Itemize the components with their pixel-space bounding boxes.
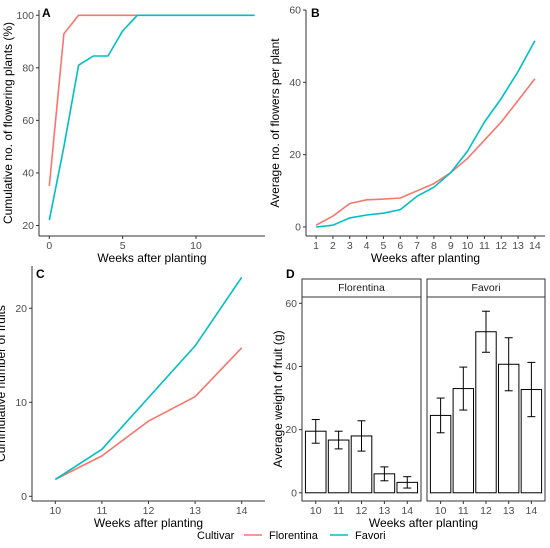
panel-c: 0 10 20 10 11 12 13 14 Weeks after planting Cummu… bbox=[0, 266, 265, 530]
panel-d-y-title: Average weight of fruit (g) bbox=[271, 330, 285, 467]
panel-d-facet-florentina-x-tick-label: 11 bbox=[333, 505, 344, 517]
legend-title: Cultivar bbox=[197, 530, 235, 542]
panel-b-y-title: Average no. of flowers per plant bbox=[268, 38, 282, 208]
panel-b-x-tick-label: 1 bbox=[313, 240, 319, 252]
panel-c-x-tick-label: 12 bbox=[143, 505, 155, 517]
panel-d-facet-favori-x-tick-label: 12 bbox=[480, 505, 492, 517]
panel-c-series-florentina bbox=[54, 347, 243, 481]
panel-c-x-tick-label: 11 bbox=[96, 505, 107, 517]
panel-a-y-tick-label: 20 bbox=[22, 220, 34, 232]
panel-b-x-tick-label: 3 bbox=[347, 240, 353, 252]
legend: Cultivar Florentina Favori bbox=[197, 530, 386, 542]
panel-a-y-tick-label: 40 bbox=[22, 167, 34, 179]
panel-c-x-tick-label: 13 bbox=[189, 505, 201, 517]
panel-d-facet-favori-x-tick-label: 14 bbox=[526, 505, 538, 517]
panel-a-y-tick-label: 80 bbox=[22, 62, 34, 74]
panel-d-facet-florentina-x-tick-label: 12 bbox=[356, 505, 368, 517]
panel-b-x-title: Weeks after planting bbox=[371, 251, 480, 265]
panel-d-facet-favori-bar-12 bbox=[475, 331, 497, 494]
panel-c-y-title: Cummulative number of fruits bbox=[0, 305, 8, 462]
panel-b-x-tick-label: 10 bbox=[462, 240, 474, 252]
panel-d-y-tick-label: 60 bbox=[285, 298, 297, 310]
panel-d-facet-florentina-strip-label: Florentina bbox=[338, 282, 385, 294]
panel-c-y-tick-label: 20 bbox=[15, 303, 27, 315]
panel-b-x-tick-label: 6 bbox=[397, 240, 403, 252]
panel-b-x-tick-label: 11 bbox=[479, 240, 490, 252]
panel-d-facet-florentina-x-tick-label: 14 bbox=[401, 505, 413, 517]
panel-b-series-florentina bbox=[315, 78, 536, 226]
panel-b-letter: B bbox=[311, 6, 320, 20]
panel-a-letter: A bbox=[42, 6, 51, 20]
panel-a-x-title: Weeks after planting bbox=[97, 251, 206, 265]
panel-d-x-title: Weeks after planting bbox=[369, 516, 478, 530]
panel-d-facet-favori-x-tick-label: 13 bbox=[503, 505, 515, 517]
panel-a-x-tick-label: 0 bbox=[46, 240, 52, 252]
panel-d-facet-favori-x-tick-label: 11 bbox=[458, 505, 469, 517]
panel-b-x-tick-label: 14 bbox=[529, 240, 541, 252]
panel-b-y-tick-label: 40 bbox=[289, 77, 301, 89]
panel-b-y-tick-label: 0 bbox=[295, 221, 301, 233]
panel-b-x-tick-label: 5 bbox=[381, 240, 387, 252]
panel-d-facet-favori: Favori 10 11 12 13 14 bbox=[426, 278, 546, 517]
panel-b-y-tick-label: 20 bbox=[289, 149, 301, 161]
panel-d-y-tick-label: 20 bbox=[285, 424, 297, 436]
panel-d-facet-favori-x-tick-label: 10 bbox=[435, 505, 447, 517]
panel-b-x-tick-label: 2 bbox=[330, 240, 336, 252]
panel-c-x-tick-label: 10 bbox=[49, 505, 61, 517]
panel-a-x-tick-label: 10 bbox=[190, 240, 202, 252]
panel-a-y-title: Cumulative no. of flowering plants (%) bbox=[1, 22, 15, 224]
legend-label-favori: Favori bbox=[355, 530, 386, 542]
panel-c-x-tick-label: 14 bbox=[236, 505, 248, 517]
panel-b-x-tick-label: 13 bbox=[512, 240, 524, 252]
panel-c-y-tick-label: 10 bbox=[15, 397, 27, 409]
panel-a-series-favori bbox=[48, 14, 255, 221]
panel-b-x-tick-label: 7 bbox=[414, 240, 420, 252]
panel-c-letter: C bbox=[36, 267, 45, 281]
panel-d: 0 20 40 60 Florentina 10 11 12 13 14 Favori 10 11 12 1… bbox=[271, 267, 546, 530]
panel-d-y-tick-label: 40 bbox=[285, 361, 297, 373]
panel-c-x-title: Weeks after planting bbox=[94, 516, 203, 530]
panel-b-x-tick-label: 8 bbox=[431, 240, 437, 252]
panel-b-series-favori bbox=[316, 40, 536, 228]
panel-d-facet-favori-strip-label: Favori bbox=[471, 282, 500, 294]
panel-a-x-tick-label: 5 bbox=[120, 240, 126, 252]
panel-b-x-tick-label: 12 bbox=[495, 240, 507, 252]
panel-d-y-tick-label: 0 bbox=[291, 487, 297, 499]
panel-a-series-florentina bbox=[48, 14, 138, 187]
panel-c-series-favori bbox=[54, 276, 243, 481]
panel-b-x-tick-label: 9 bbox=[448, 240, 454, 252]
panel-d-facet-florentina-x-tick-label: 13 bbox=[379, 505, 391, 517]
panel-a-y-tick-label: 100 bbox=[16, 10, 34, 22]
panel-a-y-tick-label: 60 bbox=[22, 115, 34, 127]
legend-label-florentina: Florentina bbox=[269, 530, 319, 542]
panel-b-x-tick-label: 4 bbox=[364, 240, 370, 252]
panel-c-y-tick-label: 0 bbox=[21, 491, 27, 503]
panel-b-y-tick-label: 60 bbox=[289, 5, 301, 17]
panel-d-facet-florentina-x-tick-label: 10 bbox=[310, 505, 322, 517]
panel-d-letter: D bbox=[286, 267, 295, 281]
panel-d-facet-florentina: Florentina 10 11 12 13 14 bbox=[301, 278, 422, 517]
